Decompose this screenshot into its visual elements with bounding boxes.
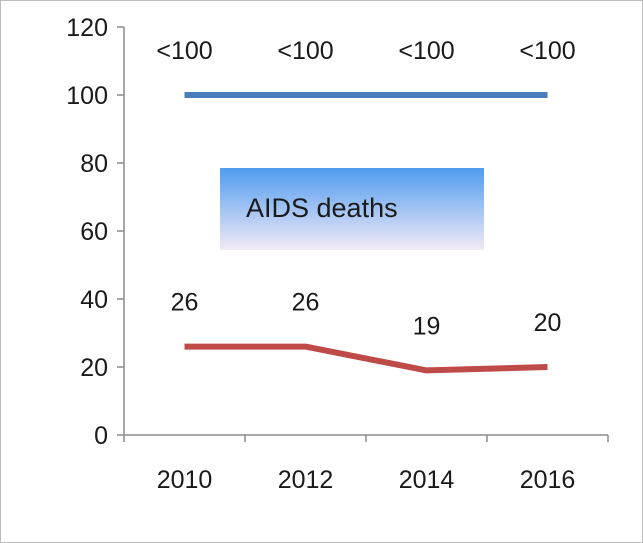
series-2-line bbox=[185, 347, 548, 371]
data-label: <100 bbox=[277, 37, 333, 65]
x-tick-label: 2016 bbox=[520, 466, 576, 494]
data-label: 20 bbox=[534, 309, 562, 337]
y-tick-label: 120 bbox=[66, 14, 108, 42]
x-tick-label: 2010 bbox=[157, 466, 213, 494]
y-tick-label: 80 bbox=[80, 150, 108, 178]
data-label: <100 bbox=[398, 37, 454, 65]
y-tick-label: 20 bbox=[80, 354, 108, 382]
y-tick-label: 0 bbox=[94, 422, 108, 450]
y-axis-ticks: 0 20 40 60 80 100 120 bbox=[66, 14, 124, 450]
data-label: 26 bbox=[292, 289, 320, 317]
x-tick-label: 2012 bbox=[278, 466, 334, 494]
y-tick-label: 40 bbox=[80, 286, 108, 314]
data-label: <100 bbox=[156, 37, 212, 65]
x-axis-ticks: 2010 2012 2014 2016 bbox=[124, 435, 608, 494]
data-label: <100 bbox=[519, 37, 575, 65]
y-tick-label: 100 bbox=[66, 82, 108, 110]
annotation-label: AIDS deaths bbox=[246, 193, 398, 223]
data-label: 26 bbox=[171, 289, 199, 317]
annotation-box: AIDS deaths bbox=[220, 168, 484, 250]
y-tick-label: 60 bbox=[80, 218, 108, 246]
data-label: 19 bbox=[413, 312, 441, 340]
x-tick-label: 2014 bbox=[399, 466, 455, 494]
